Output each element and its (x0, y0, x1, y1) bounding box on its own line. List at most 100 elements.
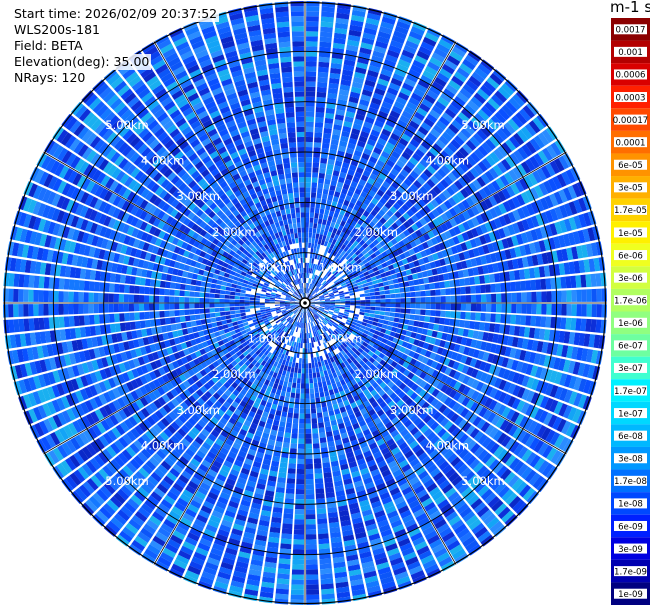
ray (103, 69, 305, 303)
colorbar-level-label: 6e-08 (618, 432, 643, 442)
colorbar-label-bg (614, 227, 647, 238)
ray (305, 1, 336, 303)
ray (92, 79, 305, 303)
ray (168, 27, 305, 303)
ray (305, 303, 382, 599)
range-ring-label: 1.00km (248, 260, 291, 274)
ray (92, 303, 305, 527)
range-ring-label: 2.00km (212, 367, 255, 381)
ray (23, 303, 305, 425)
ray (305, 303, 606, 350)
colorbar-label-bg (614, 137, 647, 148)
radar-center-marker (299, 297, 311, 309)
range-ring-label: 3.00km (390, 189, 433, 203)
range-ring-label: 1.00km (319, 260, 362, 274)
nrays-label: NRays: 120 (12, 70, 88, 86)
ray (305, 303, 566, 467)
ray (305, 303, 558, 480)
colorbar-label-bg (614, 588, 647, 599)
range-ring-label: 4.00km (426, 438, 469, 452)
colorbar-level-label: 0.00017 (613, 116, 649, 126)
ray (305, 113, 549, 303)
ray (305, 50, 482, 303)
ray (274, 303, 305, 605)
colorbar-label-bg (614, 46, 647, 57)
ray (305, 303, 455, 572)
range-ring-label: 2.00km (354, 367, 397, 381)
range-ring-label: 4.00km (426, 154, 469, 168)
azimuth-radial (43, 151, 306, 304)
colorbar-label-bg (614, 114, 647, 125)
azimuth-radial (43, 302, 306, 455)
ray (18, 303, 305, 411)
ray (305, 303, 529, 516)
ray (13, 303, 305, 396)
colorbar-level-label: 3e-09 (618, 545, 643, 555)
colorbar-label-bg (614, 520, 647, 531)
colorbar-label-bg (614, 250, 647, 261)
ray (197, 303, 305, 590)
range-ring-label: 4.00km (141, 438, 184, 452)
ray (305, 272, 607, 303)
ray (128, 303, 305, 556)
range-ring-label: 1.00km (248, 332, 291, 346)
colorbar-level-label: 6e-06 (618, 251, 643, 261)
range-ring-label: 5.00km (105, 118, 148, 132)
ray (290, 1, 305, 303)
ray (36, 153, 305, 303)
colorbar-label-bg (614, 24, 647, 35)
colorbar-title: m-1 sr-1 (610, 0, 650, 16)
ray (305, 303, 607, 318)
ray (305, 139, 566, 303)
range-ring-label: 3.00km (176, 403, 219, 417)
ray (305, 153, 574, 303)
colorbar-label-bg (614, 340, 647, 351)
ray (243, 303, 305, 602)
ray (52, 303, 305, 480)
ray (305, 241, 604, 303)
ray (155, 34, 305, 303)
colorbar-level-label: 6e-05 (618, 161, 643, 171)
ray (3, 303, 305, 318)
colorbar-label-bg (614, 362, 647, 373)
range-ring-label: 5.00km (105, 474, 148, 488)
ray (183, 21, 305, 303)
colorbar-level-label: 3e-08 (618, 455, 643, 465)
colorbar-label-bg (614, 69, 647, 80)
ray (81, 90, 305, 303)
azimuth-radial (153, 41, 306, 304)
colorbar-level-label: 3e-06 (618, 274, 643, 284)
ray (305, 210, 597, 303)
colorbar-level-label: 6e-09 (618, 522, 643, 532)
colorbar-level-label: 1.7e-05 (614, 206, 647, 216)
ray (274, 1, 305, 303)
colorbar-label-bg (614, 317, 647, 328)
ray (3, 288, 305, 303)
ray (305, 303, 539, 505)
ray (305, 126, 558, 303)
ray (4, 303, 305, 350)
range-ring-label: 5.00km (461, 118, 504, 132)
colorbar-level-label: 1.7e-06 (614, 297, 647, 307)
ray (3, 303, 305, 334)
range-ring-label: 2.00km (354, 225, 397, 239)
colorbar-label-bg (614, 295, 647, 306)
ray (61, 303, 305, 493)
ray (197, 16, 305, 303)
colorbar-label-bg (614, 204, 647, 215)
ray (36, 303, 305, 453)
range-ring-label: 3.00km (390, 403, 433, 417)
field-label: Field: BETA (12, 38, 85, 54)
colorbar-level-label: 1e-09 (618, 590, 643, 600)
colorbar-label-bg (614, 159, 647, 170)
ray (13, 210, 305, 303)
ray (3, 272, 305, 303)
azimuth-radials (3, 1, 607, 605)
ray (4, 256, 305, 303)
ray (52, 126, 305, 303)
colorbar-label-bg (614, 385, 647, 396)
range-ring-label: 3.00km (176, 189, 219, 203)
ray (305, 59, 495, 303)
ray (305, 303, 495, 547)
colorbar-level-label: 6e-07 (618, 342, 643, 352)
